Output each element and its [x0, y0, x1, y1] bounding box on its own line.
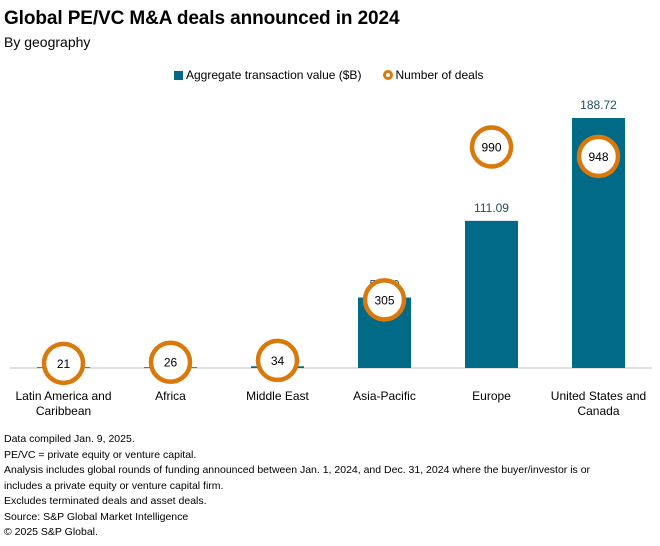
deal-count-label: 948 [588, 150, 608, 164]
footnotes: Data compiled Jan. 9, 2025. PE/VC = priv… [4, 432, 654, 541]
legend-swatch-circle [383, 70, 394, 80]
deal-count-marker [576, 134, 621, 179]
legend-swatch-bar [174, 70, 183, 80]
deal-count-label: 305 [374, 293, 394, 307]
chart-subtitle: By geography [4, 34, 91, 50]
legend-item-transaction-value: Aggregate transaction value ($B) [174, 68, 361, 82]
x-tick-label: United States and [551, 389, 646, 403]
x-tick-label: Caribbean [36, 404, 91, 418]
bar-value-label: 188.72 [580, 98, 617, 112]
x-tick-label: Latin America and [15, 389, 111, 403]
footnote: © 2025 S&P Global. [4, 526, 98, 538]
footnote: Source: S&P Global Market Intelligence [4, 510, 189, 523]
x-tick-label: Africa [155, 389, 186, 403]
footnote: Data compiled Jan. 9, 2025. [4, 433, 135, 445]
footnote: Excludes terminated deals and asset deal… [4, 495, 207, 507]
legend-label: Aggregate transaction value ($B) [186, 68, 362, 82]
chart-plot: 0.31Latin America andCaribbean0.53Africa… [10, 98, 652, 418]
chart-title: Global PE/VC M&A deals announced in 2024 [4, 8, 400, 29]
deal-count-label: 26 [164, 356, 178, 370]
bar [465, 220, 518, 368]
deal-count-label: 990 [481, 141, 501, 155]
legend-item-number-of-deals: Number of deals [383, 68, 483, 82]
x-tick-label: Middle East [246, 389, 309, 403]
bar-value-label: 111.09 [474, 201, 509, 215]
deal-count-label: 21 [57, 357, 71, 371]
deal-count-marker [255, 338, 300, 383]
legend: Aggregate transaction value ($B) Number … [174, 68, 505, 82]
footnote: PE/VC = private equity or venture capita… [4, 448, 197, 461]
x-tick-label: Asia-Pacific [353, 389, 416, 403]
deal-count-marker [469, 125, 514, 169]
x-tick-label: Canada [577, 404, 619, 418]
footnote: Analysis includes global rounds of fundi… [4, 464, 591, 492]
deal-count-marker [148, 340, 193, 384]
deal-count-marker [41, 341, 86, 386]
deal-count-marker [362, 278, 407, 322]
x-tick-label: Europe [472, 389, 511, 403]
deal-count-label: 34 [271, 354, 285, 368]
legend-label: Number of deals [395, 68, 484, 82]
